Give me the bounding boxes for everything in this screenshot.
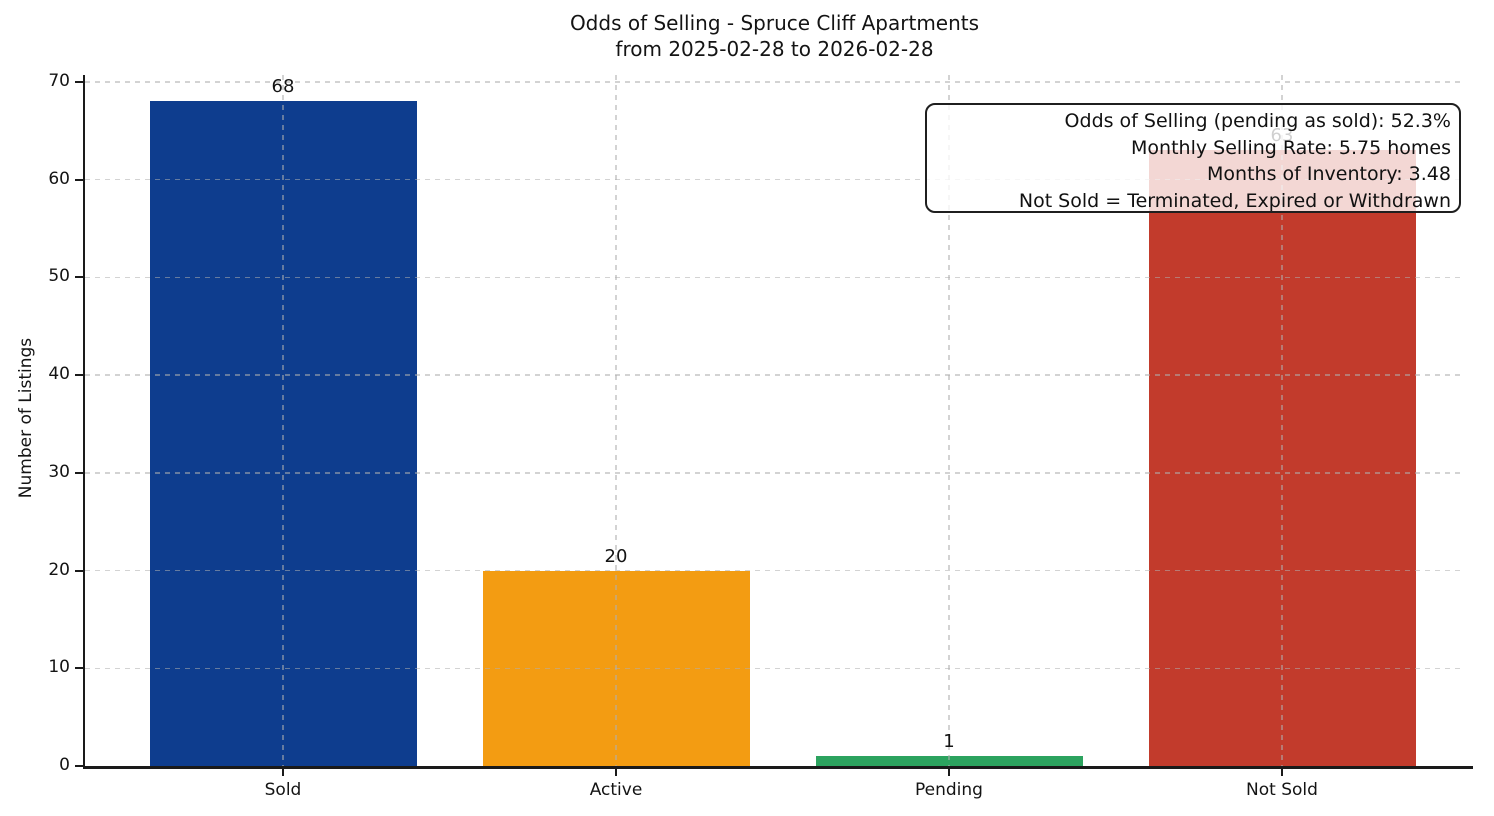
plot-area: 6820163 — [85, 75, 1464, 766]
grid-h-line-30 — [85, 472, 1464, 474]
grid-h-line-70 — [85, 81, 1464, 83]
grid-h-line-40 — [85, 374, 1464, 376]
x-tick-label-not-sold: Not Sold — [1246, 780, 1318, 800]
chart-title-line1: Odds of Selling - Spruce Cliff Apartment… — [569, 11, 980, 35]
annotation-odds-of-selling: Odds of Selling (pending as sold): 52.3% — [1064, 110, 1451, 132]
y-tick-label-30: 30 — [48, 461, 70, 482]
y-axis-spine — [83, 75, 85, 768]
grid-h-line-20 — [85, 569, 1464, 572]
y-tick-label-60: 60 — [48, 168, 70, 189]
bar-value-label-sold: 68 — [271, 76, 295, 98]
y-tick-mark-10 — [75, 667, 83, 670]
x-tick-mark-sold — [282, 768, 284, 776]
annotation-months-of-inventory: Months of Inventory: 3.48 — [1207, 163, 1451, 185]
y-tick-mark-0 — [75, 765, 83, 767]
grid-v-line-not-sold — [1281, 75, 1283, 766]
y-tick-label-50: 50 — [48, 266, 70, 287]
x-tick-label-sold: Sold — [264, 780, 302, 800]
y-tick-mark-60 — [75, 178, 83, 181]
y-tick-mark-50 — [75, 276, 83, 279]
x-tick-mark-pending — [948, 768, 950, 776]
grid-v-line-sold — [282, 75, 284, 766]
grid-v-line-pending — [948, 75, 950, 766]
annotation-monthly-selling-rate: Monthly Selling Rate: 5.75 homes — [1131, 136, 1451, 159]
y-tick-mark-30 — [75, 471, 83, 474]
y-tick-label-40: 40 — [48, 364, 70, 385]
x-tick-label-pending: Pending — [915, 780, 983, 800]
stats-annotation-box: Odds of Selling (pending as sold): 52.3%… — [925, 103, 1461, 213]
chart-title: Odds of Selling - Spruce Cliff Apartment… — [85, 10, 1464, 62]
y-tick-label-10: 10 — [48, 657, 70, 678]
bar-value-label-pending: 1 — [943, 731, 955, 753]
x-tick-label-active: Active — [589, 780, 643, 800]
y-tick-label-20: 20 — [48, 559, 70, 580]
x-tick-mark-active — [615, 768, 617, 776]
grid-v-line-active — [615, 75, 617, 766]
annotation-not-sold-definition: Not Sold = Terminated, Expired or Withdr… — [1018, 189, 1451, 212]
y-tick-mark-20 — [75, 569, 83, 572]
grid-h-line-50 — [85, 276, 1464, 279]
x-tick-mark-not-sold — [1281, 768, 1283, 776]
y-tick-label-70: 70 — [48, 70, 70, 91]
y-tick-label-0: 0 — [59, 755, 70, 775]
bar-value-label-active: 20 — [604, 545, 628, 567]
chart-title-line2: from 2025-02-28 to 2026-02-28 — [615, 37, 934, 61]
y-tick-mark-40 — [75, 374, 83, 377]
x-axis-spine — [83, 766, 1473, 769]
grid-h-line-60 — [85, 178, 1464, 181]
grid-h-line-10 — [85, 667, 1464, 669]
y-tick-mark-70 — [75, 80, 83, 83]
